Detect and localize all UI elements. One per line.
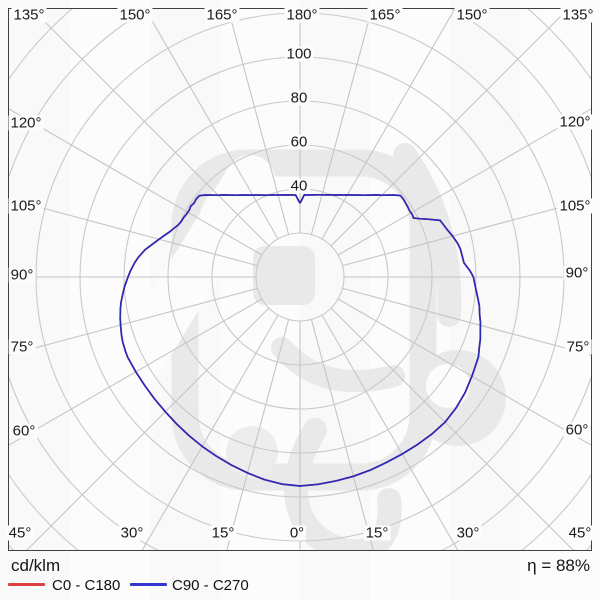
- radial-tick-label: 100: [284, 45, 314, 63]
- angle-label-right: 120°: [557, 113, 593, 131]
- legend-label-c0-c180: C0 - C180: [52, 577, 121, 594]
- angle-label-bottom: 15°: [363, 524, 391, 542]
- angle-label-top: 150°: [117, 6, 153, 24]
- angle-label-left: 75°: [8, 338, 36, 356]
- angle-label-top: 165°: [367, 6, 403, 24]
- angle-label-top: 135°: [560, 6, 596, 24]
- grid-spoke: [310, 9, 373, 235]
- angle-label-bottom: 15°: [209, 524, 237, 542]
- grid-spoke: [310, 319, 374, 550]
- grid-spoke: [330, 307, 574, 550]
- units-label: cd/klm: [11, 556, 61, 575]
- angle-label-left: 120°: [8, 114, 44, 132]
- grid-spoke: [337, 108, 591, 256]
- legend-line-c0-c180: [8, 583, 45, 586]
- radial-tick-label: 80: [288, 89, 310, 107]
- radial-tick-label: 60: [288, 133, 310, 151]
- angle-label-left: 90°: [8, 266, 36, 284]
- angle-label-top: 180°: [284, 6, 320, 24]
- watermark-logo: [95, 143, 506, 550]
- angle-label-top: 135°: [11, 6, 47, 24]
- grid-spoke: [26, 307, 270, 550]
- angle-label-bottom: 45°: [566, 524, 594, 542]
- grid-spoke: [226, 319, 290, 550]
- grid-spoke: [342, 287, 591, 356]
- angle-label-right: 75°: [564, 338, 592, 356]
- radial-tick-label: 40: [288, 177, 310, 195]
- grid-spoke: [342, 198, 591, 267]
- legend-line-c90-c270: [130, 583, 167, 586]
- angle-label-left: 60°: [10, 422, 38, 440]
- grid-spoke: [9, 108, 263, 256]
- grid-spoke: [337, 298, 591, 446]
- grid-spoke: [321, 314, 459, 550]
- angle-label-left: 105°: [8, 197, 44, 215]
- grid-spoke: [321, 9, 456, 240]
- grid-spoke: [227, 9, 290, 235]
- angle-label-bottom: 45°: [6, 524, 34, 542]
- grid-spoke: [144, 9, 279, 240]
- grid-spoke: [9, 287, 258, 356]
- angle-label-right: 90°: [563, 264, 591, 282]
- grid-spoke: [141, 314, 279, 550]
- angle-label-top: 165°: [204, 6, 240, 24]
- grid-spoke: [9, 298, 263, 446]
- grid-spoke: [330, 9, 569, 247]
- legend-label-c90-c270: C90 - C270: [172, 577, 249, 594]
- grid-spoke: [9, 198, 258, 267]
- angle-label-right: 105°: [557, 197, 593, 215]
- angle-label-bottom: 30°: [454, 524, 482, 542]
- angle-label-top: 150°: [454, 6, 490, 24]
- angle-label-bottom: 30°: [118, 524, 146, 542]
- curve-c90-c270: [119, 193, 482, 487]
- efficiency-label: η = 88%: [527, 556, 590, 575]
- angle-label-right: 60°: [563, 421, 591, 439]
- angle-label-bottom: 0°: [287, 524, 307, 542]
